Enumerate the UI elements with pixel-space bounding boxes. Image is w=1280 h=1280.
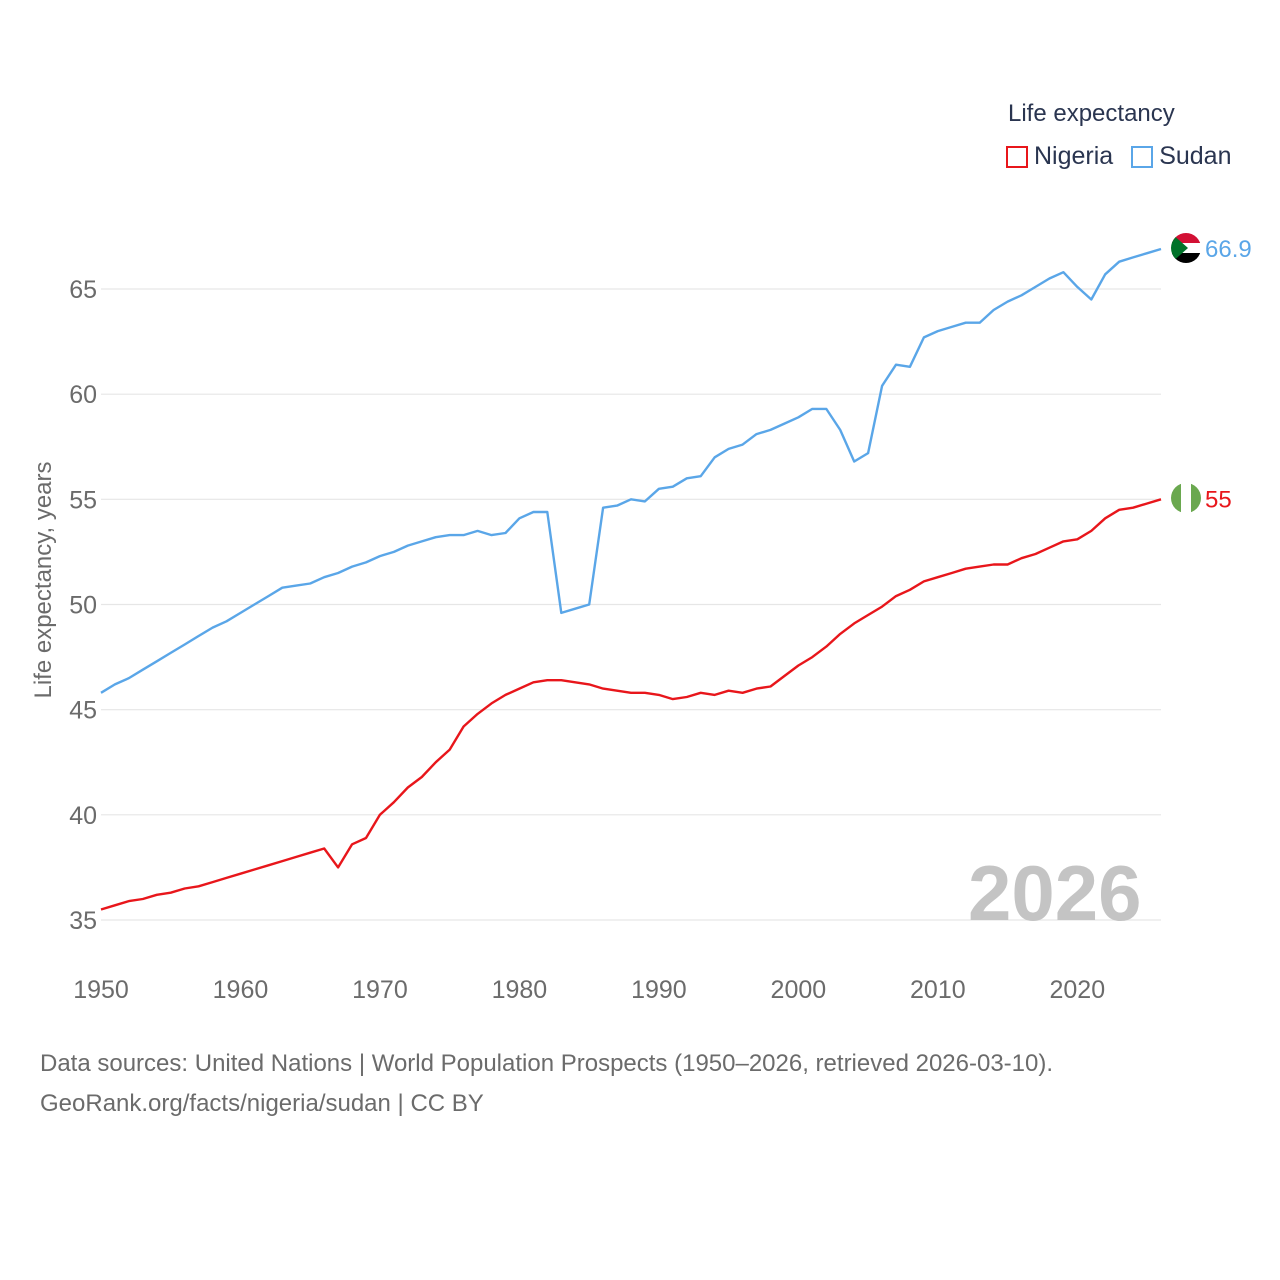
legend: Nigeria Sudan (1006, 142, 1250, 171)
y-axis-label: Life expectancy, years (30, 461, 57, 698)
series-line-nigeria (100, 498, 1162, 911)
y-tick-label: 40 (69, 802, 97, 830)
y-tick-label: 50 (69, 592, 97, 620)
current-year-label: 2026 (968, 849, 1142, 937)
end-label-nigeria: 55 (1205, 486, 1232, 513)
x-tick-label: 1970 (352, 976, 408, 1004)
y-axis-ticks: 35 40 45 50 55 60 65 (69, 276, 97, 935)
legend-swatch-nigeria (1006, 145, 1028, 168)
legend-item-nigeria[interactable]: Nigeria (1006, 142, 1113, 171)
gridlines (101, 288, 1161, 921)
source-line-2[interactable]: GeoRank.org/facts/nigeria/sudan | CC BY (40, 1090, 484, 1117)
x-axis-ticks: 1950 1960 1970 1980 1990 2000 2010 2020 (73, 976, 1105, 1004)
x-tick-label: 2000 (771, 976, 827, 1004)
nigeria-flag-icon (1171, 483, 1201, 513)
y-tick-label: 35 (69, 907, 97, 935)
sudan-flag-icon (1171, 233, 1201, 263)
legend-label-sudan: Sudan (1159, 142, 1232, 170)
x-tick-label: 1990 (631, 976, 687, 1004)
source-note: Data sources: United Nations | World Pop… (40, 1044, 1053, 1124)
x-tick-label: 1950 (73, 976, 129, 1004)
legend-title: Life expectancy (1008, 100, 1175, 127)
y-tick-label: 60 (69, 381, 97, 409)
x-tick-label: 2020 (1050, 976, 1106, 1004)
y-tick-label: 45 (69, 697, 97, 725)
end-value-labels: 55 66.9 (1205, 236, 1252, 513)
x-tick-label: 2010 (910, 976, 966, 1004)
legend-item-sudan[interactable]: Sudan (1131, 142, 1232, 171)
source-line-1: Data sources: United Nations | World Pop… (40, 1050, 1054, 1077)
y-tick-label: 55 (69, 486, 97, 514)
x-tick-label: 1960 (213, 976, 269, 1004)
legend-label-nigeria: Nigeria (1034, 142, 1114, 170)
x-tick-label: 1980 (492, 976, 548, 1004)
end-label-sudan: 66.9 (1205, 236, 1252, 263)
y-tick-label: 65 (69, 276, 97, 304)
series-lines (100, 247, 1162, 911)
legend-swatch-sudan (1131, 145, 1154, 168)
series-line-sudan (100, 247, 1162, 694)
